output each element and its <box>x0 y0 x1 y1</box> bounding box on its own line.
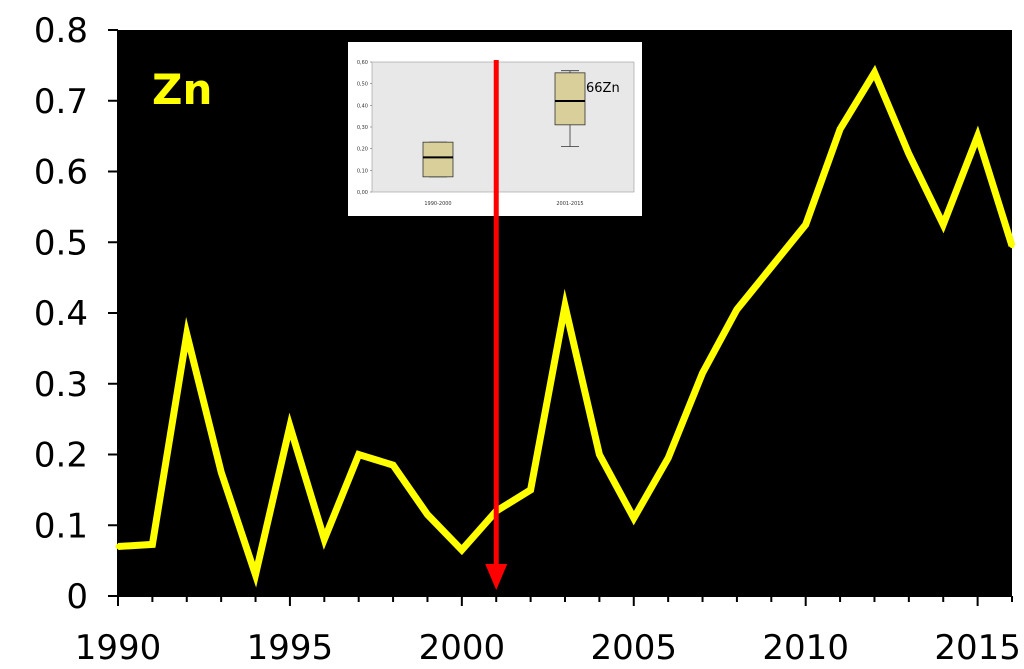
x-tick-label: 1995 <box>247 628 334 668</box>
data-point <box>356 452 362 457</box>
inset-x-axis: 1990-2000 2001-2015 <box>424 201 583 207</box>
data-point <box>700 370 706 376</box>
box-iqr <box>554 72 586 126</box>
chart-title: Zn <box>152 65 212 114</box>
data-point <box>459 547 465 553</box>
inset-y-tick-label: 0,10 <box>357 168 368 174</box>
x-tick-label: 2005 <box>591 628 678 668</box>
annotation-arrow <box>485 60 508 590</box>
y-tick-label: 0.5 <box>34 223 88 263</box>
y-axis: 0 0.1 0.2 0.3 0.4 0.5 0.6 0.7 0.8 <box>34 11 119 617</box>
y-tick-label: 0.2 <box>34 436 88 476</box>
data-point <box>287 423 293 429</box>
data-point <box>631 515 637 521</box>
data-point <box>528 487 534 493</box>
x-axis: 1990 1995 2000 2005 2010 2015 <box>75 595 1021 668</box>
data-point <box>562 303 568 309</box>
data-point <box>424 512 430 518</box>
inset-plot-area <box>371 61 635 193</box>
data-point <box>596 452 602 457</box>
data-point <box>837 126 843 132</box>
inset-x-tick-label: 2001-2015 <box>556 201 583 207</box>
x-tick-label: 2015 <box>934 628 1021 668</box>
inset-y-tick-label: 0,40 <box>357 103 368 109</box>
data-point <box>906 151 912 157</box>
data-point <box>149 541 155 547</box>
y-tick-label: 0.6 <box>34 153 88 193</box>
x-tick-label: 2000 <box>419 628 506 668</box>
inset-y-tick-label: 0,20 <box>357 147 368 153</box>
data-point <box>1009 243 1015 249</box>
data-point <box>321 536 327 542</box>
data-point <box>803 222 809 228</box>
x-tick-label: 2010 <box>762 628 849 668</box>
data-point <box>115 543 121 549</box>
data-point <box>665 455 671 461</box>
y-tick-label: 0.7 <box>34 82 88 122</box>
data-point <box>975 133 981 139</box>
data-point <box>734 306 740 312</box>
y-tick-label: 0.4 <box>34 294 88 334</box>
inset-y-axis: 0,00 0,10 0,20 0,30 0,40 0,50 0,60 <box>357 60 372 196</box>
y-tick-label: 0.8 <box>34 11 88 51</box>
y-tick-label: 0.1 <box>34 506 88 546</box>
inset-y-tick-label: 0,50 <box>357 82 368 88</box>
data-point <box>218 469 224 475</box>
arrow-head <box>485 564 508 590</box>
inset-y-tick-label: 0,60 <box>357 60 368 66</box>
y-tick-label: 0.3 <box>34 365 88 405</box>
inset-y-tick-label: 0,00 <box>357 190 368 196</box>
y-tick-label: 0 <box>66 577 88 617</box>
series-group <box>115 64 1016 588</box>
data-point <box>390 462 396 468</box>
data-point <box>940 222 946 228</box>
inset-boxes <box>422 70 586 178</box>
data-point <box>253 572 259 578</box>
data-point <box>184 331 190 337</box>
data-point <box>768 264 774 270</box>
inset-series-label: 66Zn <box>586 81 620 96</box>
inset-x-tick-label: 1990-2000 <box>424 201 451 207</box>
box-iqr <box>422 141 454 178</box>
x-tick-label: 1990 <box>75 628 162 668</box>
data-point <box>871 69 877 75</box>
inset-y-tick-label: 0,30 <box>357 125 368 131</box>
